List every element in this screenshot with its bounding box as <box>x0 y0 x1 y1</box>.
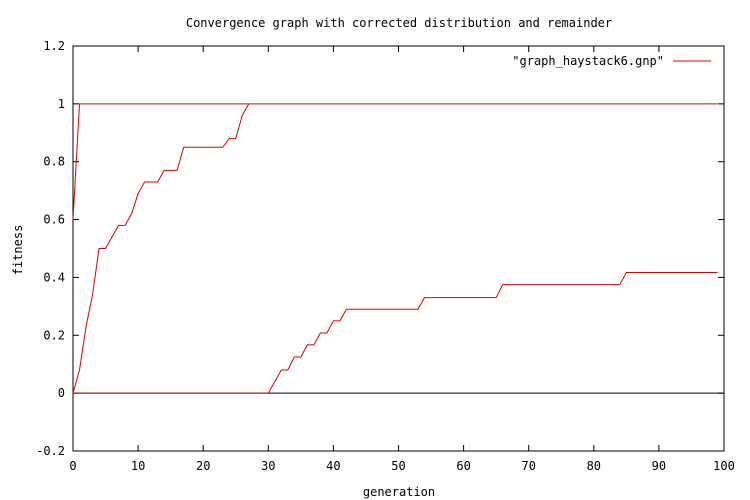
x-tick-label: 50 <box>391 459 405 473</box>
y-tick-label: -0.2 <box>36 444 65 458</box>
series-line <box>73 272 718 394</box>
x-tick-label: 90 <box>652 459 666 473</box>
series-line <box>72 103 718 220</box>
y-tick-label: 0.4 <box>43 270 65 284</box>
plot-frame <box>72 45 725 452</box>
x-tick-label: 10 <box>131 459 145 473</box>
y-tick-label: 1.2 <box>43 39 65 53</box>
legend-label: "graph_haystack6.gnp" <box>512 54 664 68</box>
x-tick-label: 0 <box>69 459 76 473</box>
x-tick-label: 20 <box>196 459 210 473</box>
x-tick-label: 40 <box>326 459 340 473</box>
plot-area: 0 10 20 30 40 50 60 70 80 90 100 -0.2 0 0.2 0.4 0.6 0.8 1… <box>36 39 735 473</box>
y-tick-label: 0 <box>58 386 65 400</box>
chart-title: Convergence graph with corrected distrib… <box>186 16 612 30</box>
x-tick-label: 60 <box>456 459 470 473</box>
x-axis-label: generation <box>363 485 435 499</box>
y-axis-label: fitness <box>11 225 25 276</box>
y-tick-label: 1 <box>58 97 65 111</box>
x-tick-label: 70 <box>521 459 535 473</box>
legend: "graph_haystack6.gnp" <box>512 54 711 68</box>
y-tick-label: 0.2 <box>43 328 65 342</box>
x-tick-label: 30 <box>261 459 275 473</box>
y-tick-label: 0.6 <box>43 213 65 227</box>
y-tick-label: 0.8 <box>43 155 65 169</box>
x-tick-label: 100 <box>713 459 735 473</box>
x-tick-label: 80 <box>587 459 601 473</box>
series-line <box>72 103 250 394</box>
